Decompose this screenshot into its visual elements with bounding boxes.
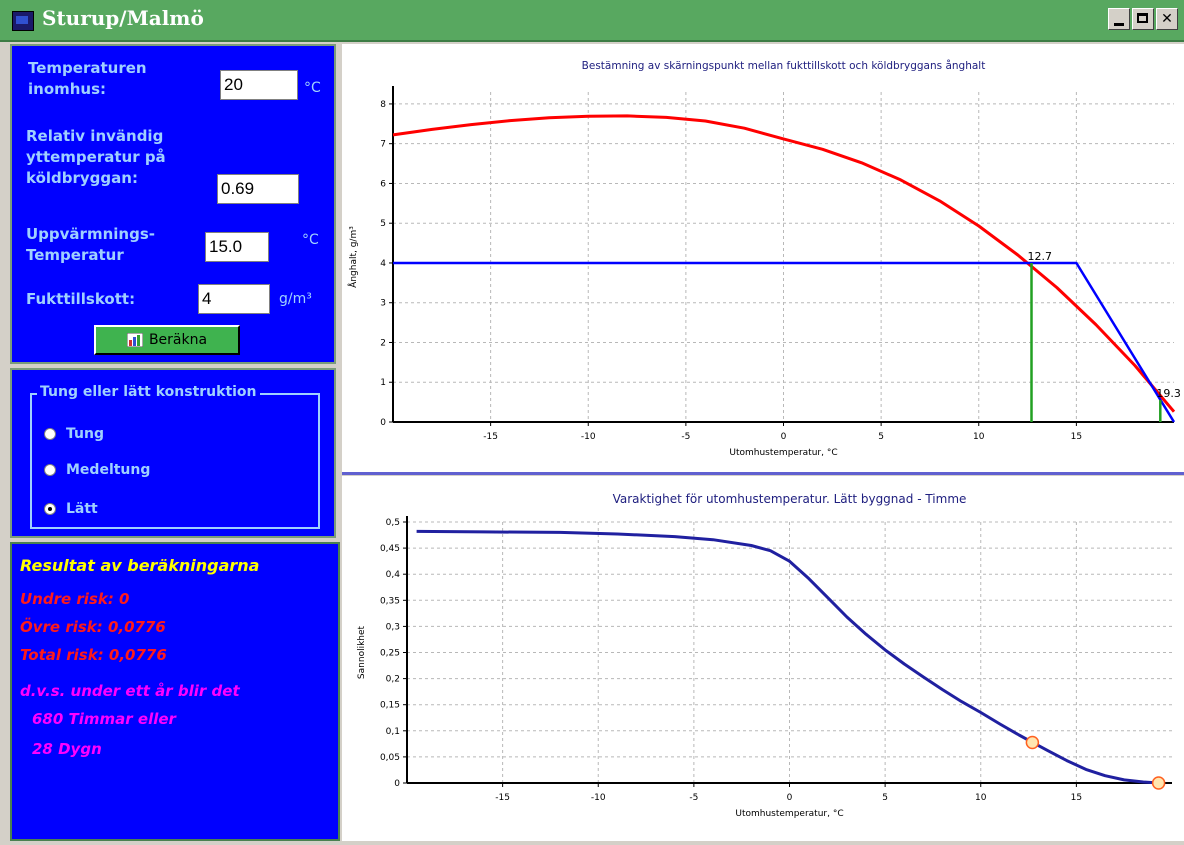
summary-line-2: 680 Timmar eller [32,710,176,728]
x-tick-label: -10 [591,793,606,803]
x-tick-label: 5 [882,793,888,803]
annotation-label: 12.7 [1027,250,1052,263]
radio-indicator [44,428,56,440]
marker-point [1025,735,1040,750]
duration-chart-svg: Varaktighet för utomhustemperatur. Lätt … [357,492,1172,819]
annotation-label: 19.3 [1156,387,1181,400]
x-tick-label: -5 [689,793,698,803]
summary-line-1: d.v.s. under ett år blir det [20,682,240,700]
y-tick-label: 5 [380,219,386,229]
temp-inomhus-unit: °C [304,80,321,96]
x-tick-label: 10 [973,432,985,442]
series-line [393,261,1176,423]
y-tick-label: 0,05 [380,753,400,763]
uppvarmning-input[interactable] [205,232,269,262]
y-tick-label: 0,5 [386,518,400,528]
y-tick-label: 0,4 [386,570,401,580]
x-tick-label: -15 [483,432,498,442]
temp-inomhus-label: Temperaturen inomhus: [28,59,147,98]
inputs-panel: Temperaturen inomhus: °C Relativ invändi… [10,44,336,364]
window-title: Sturup/Malmö [42,6,204,30]
y-tick-label: 3 [380,299,386,309]
series-line [416,529,1159,785]
uppvarmning-label: Uppvärmnings- Temperatur [26,225,155,264]
x-tick-label: 0 [787,793,793,803]
rel-yttemp-input[interactable] [217,174,299,204]
x-tick-label: 5 [878,432,884,442]
x-tick-label: -15 [495,793,510,803]
summary-line-3: 28 Dygn [32,740,102,758]
y-tick-label: 1 [380,378,386,388]
y-tick-label: 0,1 [386,727,400,737]
radio-tung-label: Tung [66,426,104,442]
chart-title: Varaktighet för utomhustemperatur. Lätt … [613,492,967,506]
y-tick-label: 7 [380,140,386,150]
construction-group-title: Tung eller lätt konstruktion [37,384,260,400]
fukttillskott-input[interactable] [198,284,270,314]
ovre-risk-text: Övre risk: 0,0776 [20,618,166,636]
close-button[interactable]: ✕ [1156,8,1178,30]
maximize-button[interactable] [1132,8,1154,30]
chart-separator [342,472,1184,475]
chart-title: Bestämning av skärningspunkt mellan fukt… [582,59,986,72]
x-axis-label: Utomhustemperatur, °C [735,809,843,819]
x-tick-label: 10 [975,793,987,803]
temp-inomhus-input[interactable] [220,70,298,100]
x-tick-label: 15 [1071,793,1082,803]
total-risk-text: Total risk: 0,0776 [20,646,167,664]
x-tick-label: -5 [681,432,690,442]
uppvarmning-unit: °C [302,232,319,248]
series-line [392,114,1176,413]
marker-point [1151,776,1166,790]
y-tick-label: 4 [380,259,386,269]
title-bar[interactable]: Sturup/Malmö ✕ [0,0,1184,42]
y-tick-label: 6 [380,179,386,189]
y-tick-label: 0,45 [380,544,400,554]
y-tick-label: 2 [380,338,386,348]
y-axis-label: Ånghalt, g/m³ [347,226,359,288]
y-tick-label: 0,15 [380,701,400,711]
calculate-button-label: Beräkna [148,332,208,348]
minimize-button[interactable] [1108,8,1130,30]
y-axis-label: Sannolikhet [357,625,367,679]
x-tick-label: -10 [581,432,596,442]
rel-yttemp-label: Relativ invändig yttemperatur på köldbry… [26,127,166,187]
x-axis-label: Utomhustemperatur, °C [729,448,837,458]
undre-risk-text: Undre risk: 0 [20,590,130,608]
x-tick-label: 15 [1071,432,1082,442]
app-icon [12,11,34,31]
y-tick-label: 0,3 [386,622,400,632]
radio-latt-label: Lätt [66,501,98,517]
vapor-content-chart-svg: Bestämning av skärningspunkt mellan fukt… [347,59,1181,458]
chart-icon [126,332,144,348]
radio-indicator-selected [44,503,56,515]
results-panel: Resultat av beräkningarna Undre risk: 0 … [10,542,340,841]
calculate-button[interactable]: Beräkna [94,325,240,355]
y-tick-label: 0 [380,418,386,428]
radio-tung[interactable]: Tung [44,426,104,442]
y-tick-label: 0,25 [380,649,400,659]
x-tick-label: 0 [781,432,787,442]
vapor-content-chart: Bestämning av skärningspunkt mellan fukt… [342,44,1184,472]
radio-latt[interactable]: Lätt [44,501,98,517]
y-tick-label: 8 [380,100,386,110]
y-tick-label: 0,35 [380,596,400,606]
y-tick-label: 0,2 [386,675,400,685]
radio-medeltung[interactable]: Medeltung [44,462,150,478]
fukttillskott-label: Fukttillskott: [26,290,136,308]
duration-chart: Varaktighet för utomhustemperatur. Lätt … [342,476,1184,841]
fukttillskott-unit: g/m³ [279,291,312,307]
results-heading: Resultat av beräkningarna [20,556,260,575]
y-tick-label: 0 [394,779,400,789]
construction-panel: Tung eller lätt konstruktion Tung Medelt… [10,368,336,538]
radio-medeltung-label: Medeltung [66,462,151,478]
radio-indicator [44,464,56,476]
